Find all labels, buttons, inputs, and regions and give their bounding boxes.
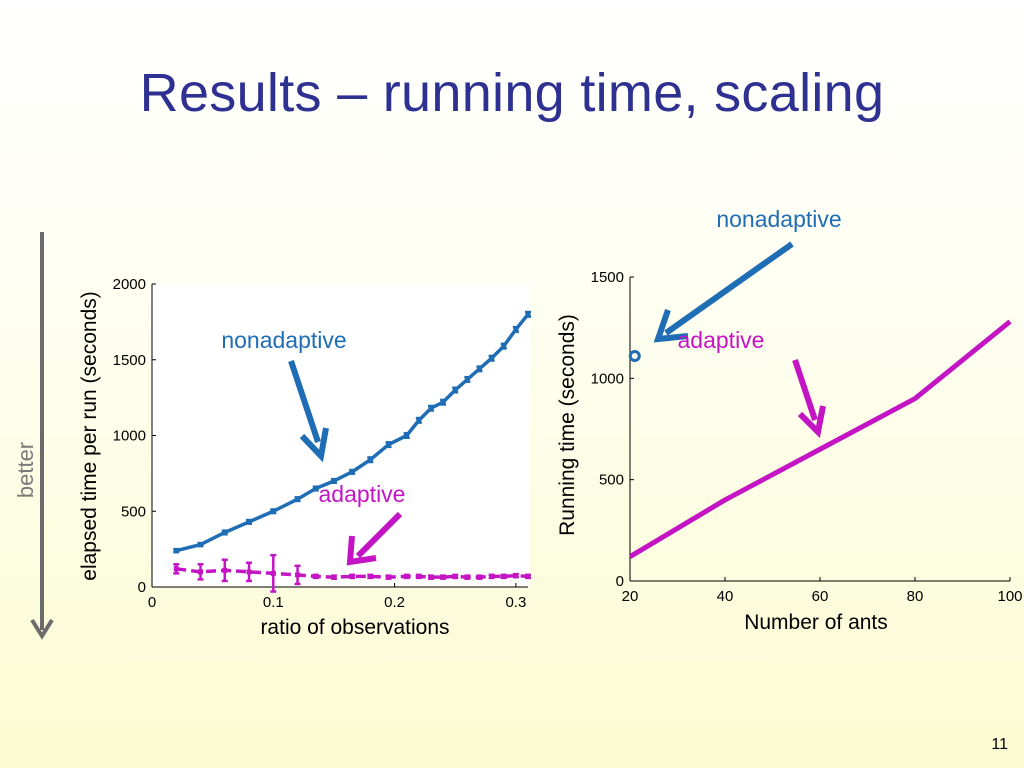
left-arrow-nonadaptive: [288, 360, 329, 463]
left-nonadaptive-point: [428, 405, 434, 411]
left-nonadaptive-point: [489, 355, 495, 361]
left-y-tick-label: 0: [138, 579, 146, 596]
left-x-tick-label: 0.3: [505, 594, 526, 611]
left-nonadaptive-point: [198, 542, 204, 548]
right-adaptive-line: [628, 319, 1012, 559]
right-y-tick-label: 1500: [591, 269, 624, 286]
left-nonadaptive-point: [222, 529, 228, 535]
better-label-text: better: [13, 442, 38, 498]
page-title: Results – running time, scaling: [139, 63, 885, 123]
left-y-tick-label: 1500: [113, 352, 146, 369]
right-annotation-nonadaptive: nonadaptive: [716, 206, 841, 232]
right-x-tick-label: 100: [997, 588, 1022, 605]
right-arrow-adaptive: [792, 359, 826, 439]
left-adaptive-point: [513, 573, 519, 579]
right-x-tick-label: 20: [622, 588, 639, 605]
left-nonadaptive-point: [404, 433, 410, 438]
right-chart-x-label: Number of ants: [744, 611, 888, 634]
left-adaptive-point: [489, 573, 495, 579]
left-nonadaptive-point: [440, 399, 446, 405]
left-nonadaptive-point: [313, 486, 319, 492]
left-chart: 0 0.1 0.2 0.3 0 500 1000 1500 2000 ratio of obse…: [78, 276, 531, 639]
left-adaptive-point: [246, 569, 252, 575]
right-x-tick-label: 80: [907, 588, 924, 605]
left-nonadaptive-point: [416, 417, 422, 423]
better-arrow-head: [30, 618, 54, 640]
left-nonadaptive-point: [513, 326, 519, 332]
better-label: better: [13, 442, 38, 498]
left-adaptive-point: [222, 567, 228, 573]
left-adaptive-point: [464, 574, 470, 580]
left-y-tick-label: 500: [121, 503, 146, 520]
right-arrow-nonadaptive: [653, 241, 794, 343]
left-adaptive-line: [176, 567, 529, 579]
right-y-tick-label: 1000: [591, 370, 624, 387]
left-chart-axes: 0 0.1 0.2 0.3 0 500 1000 1500 2000: [113, 276, 528, 611]
left-adaptive-point: [452, 573, 458, 579]
left-chart-x-label: ratio of observations: [260, 616, 449, 639]
left-nonadaptive-point: [452, 387, 458, 393]
left-adaptive-point: [428, 574, 434, 580]
left-adaptive-point: [331, 574, 337, 580]
left-adaptive-point: [525, 573, 531, 579]
better-arrow: [30, 232, 54, 640]
left-arrow-adaptive: [346, 511, 403, 566]
left-x-tick-label: 0: [148, 594, 156, 611]
right-chart-series: [628, 319, 1012, 559]
left-chart-series: [173, 310, 531, 593]
left-nonadaptive-point: [295, 496, 301, 502]
page-number: 11: [991, 736, 1008, 753]
right-y-tick-label: 0: [616, 573, 624, 590]
left-adaptive-point: [416, 573, 422, 579]
left-x-tick-label: 0.2: [384, 594, 405, 611]
left-adaptive-point: [404, 573, 410, 579]
left-y-tick-label: 1000: [113, 428, 146, 445]
left-x-tick-label: 0.1: [263, 594, 284, 611]
left-adaptive-point: [440, 574, 446, 580]
right-y-tick-label: 500: [599, 472, 624, 489]
right-x-tick-label: 40: [717, 588, 734, 605]
left-nonadaptive-point: [501, 343, 507, 349]
left-adaptive-point: [198, 569, 204, 575]
left-nonadaptive-point: [173, 548, 179, 554]
left-annotation-nonadaptive: nonadaptive: [221, 327, 346, 353]
left-nonadaptive-point: [246, 519, 252, 525]
left-adaptive-point: [173, 566, 179, 572]
left-annotation-adaptive: adaptive: [319, 481, 406, 507]
left-nonadaptive-point: [464, 376, 470, 382]
left-nonadaptive-line: [175, 313, 530, 553]
left-y-tick-label: 2000: [113, 276, 146, 293]
left-nonadaptive-point: [386, 442, 392, 448]
left-adaptive-point: [270, 570, 276, 576]
left-nonadaptive-point: [476, 366, 482, 372]
left-adaptive-point: [501, 573, 507, 579]
left-adaptive-point: [313, 573, 319, 579]
left-nonadaptive-point: [367, 457, 373, 463]
left-nonadaptive-point: [525, 311, 531, 317]
left-adaptive-point: [295, 572, 301, 578]
left-adaptive-point: [386, 574, 392, 580]
right-annotation-adaptive: adaptive: [678, 327, 765, 353]
right-chart-y-label: Running time (seconds): [556, 314, 579, 536]
left-chart-y-label: elapsed time per run (seconds): [78, 291, 101, 580]
left-adaptive-point: [476, 574, 482, 580]
left-nonadaptive-point: [270, 508, 276, 514]
left-adaptive-point: [349, 573, 355, 579]
left-adaptive-point: [367, 573, 373, 579]
right-nonadaptive-point: [628, 350, 641, 363]
left-nonadaptive-point: [349, 469, 355, 475]
left-nonadaptive-point: [331, 478, 337, 484]
right-x-tick-label: 60: [812, 588, 829, 605]
